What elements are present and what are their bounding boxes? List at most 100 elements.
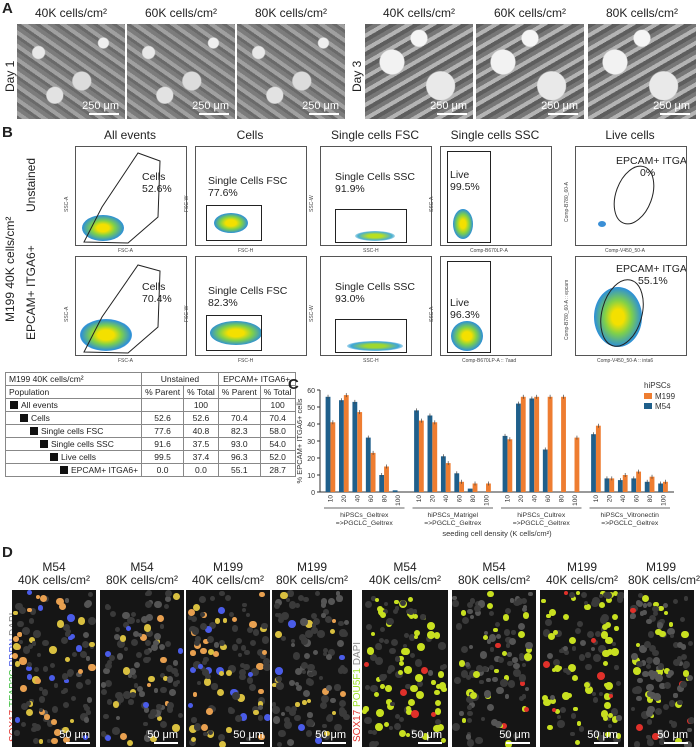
- axis-fsc-w: FSC-W: [184, 195, 190, 212]
- nucleus: [331, 618, 337, 624]
- nucleus: [257, 715, 264, 721]
- nucleus: [452, 600, 459, 607]
- nucleus: [413, 614, 419, 620]
- nucleus: [53, 729, 61, 736]
- nucleus: [15, 602, 23, 610]
- nucleus: [524, 686, 530, 692]
- nucleus: [207, 730, 214, 736]
- nucleus: [397, 670, 404, 676]
- x-tick-label: 10: [416, 495, 423, 503]
- fsc-gate: [206, 315, 262, 351]
- x-tick-label: 80: [470, 495, 477, 503]
- nucleus: [32, 722, 38, 728]
- nucleus: [103, 713, 109, 720]
- axis-ssc-a-live: SSC-A: [429, 196, 435, 212]
- bar-m199: [649, 476, 655, 492]
- nucleus: [173, 672, 179, 678]
- gate-epcam-label: EPCAM+ ITGA6+: [616, 263, 687, 275]
- nucleus: [642, 610, 647, 615]
- nucleus: [105, 680, 113, 688]
- legend-title: hiPSCs: [644, 381, 671, 390]
- y-tick-label: 10: [307, 473, 315, 480]
- nucleus: [289, 709, 296, 716]
- micrograph-d1-60k: 250 μm: [127, 24, 235, 119]
- nucleus: [85, 678, 92, 685]
- nucleus: [617, 597, 624, 604]
- a-d3-density-60: 60K cells/cm²: [493, 6, 567, 20]
- nucleus: [232, 692, 240, 701]
- nucleus: [486, 639, 492, 644]
- nucleus: [388, 665, 396, 673]
- x-tick-label: 80: [647, 495, 654, 503]
- nucleus: [139, 691, 145, 697]
- nucleus: [151, 643, 159, 651]
- scale-bar: 50 μm: [233, 729, 264, 744]
- nucleus: [371, 596, 376, 601]
- nucleus: [166, 706, 174, 713]
- scale-bar: 50 μm: [499, 729, 530, 744]
- nucleus: [26, 665, 32, 672]
- nucleus: [376, 605, 383, 613]
- nucleus: [646, 696, 653, 703]
- nucleus: [614, 626, 619, 631]
- nucleus: [22, 627, 31, 636]
- nucleus: [327, 648, 335, 656]
- x-tick-label: 10: [328, 495, 335, 503]
- nucleus: [364, 716, 373, 725]
- table-row-population: Single cells SSC: [4, 437, 143, 451]
- nucleus: [687, 641, 693, 647]
- nucleus: [680, 616, 686, 622]
- epcam-gate: [600, 279, 644, 347]
- nucleus: [338, 699, 346, 708]
- nucleus: [321, 695, 329, 704]
- nucleus: [654, 674, 663, 683]
- nucleus: [469, 701, 475, 708]
- tile-density-label: 40K cells/cm²: [17, 573, 91, 587]
- tile-line-label: M54: [393, 560, 417, 574]
- nucleus: [175, 679, 180, 684]
- nucleus: [35, 678, 42, 685]
- bar-m54: [542, 449, 548, 492]
- nucleus: [109, 610, 116, 617]
- bar-m54: [440, 456, 446, 492]
- nucleus: [250, 668, 259, 677]
- nucleus: [191, 717, 197, 723]
- nucleus: [64, 598, 70, 603]
- nucleus: [494, 668, 499, 674]
- nucleus: [242, 608, 247, 613]
- nucleus: [635, 600, 642, 606]
- nucleus: [148, 675, 155, 683]
- nucleus: [320, 598, 328, 605]
- nucleus: [158, 643, 166, 651]
- nucleus: [272, 706, 280, 714]
- nucleus: [673, 659, 680, 667]
- bar-m199: [561, 396, 566, 492]
- nucleus: [398, 716, 405, 723]
- nucleus: [339, 654, 346, 661]
- nucleus: [261, 649, 267, 655]
- nucleus: [56, 597, 65, 606]
- nucleus: [77, 617, 86, 625]
- nucleus: [653, 610, 659, 616]
- nucleus: [340, 666, 349, 675]
- plot-stained-single-ssc: Live 96.3%: [440, 256, 552, 356]
- axis-b780-epcam: Comp-B780_60-A :: epcam: [564, 279, 570, 340]
- nucleus: [32, 630, 41, 639]
- nucleus: [489, 634, 497, 642]
- legend-label: M199: [655, 392, 676, 401]
- nucleus: [189, 724, 197, 733]
- plot-stained-single-fsc: Single Cells SSC 93.0%: [320, 256, 432, 356]
- nucleus: [200, 647, 207, 655]
- nucleus: [257, 696, 266, 705]
- nucleus: [27, 643, 34, 650]
- nucleus: [162, 676, 168, 682]
- nucleus: [605, 716, 611, 722]
- nucleus: [567, 693, 573, 699]
- bar-m199: [472, 483, 478, 492]
- gate-epcam-pct: 55.1%: [638, 275, 668, 287]
- plot-stained-all-events: Cells 70.4%: [75, 256, 187, 356]
- nucleus: [321, 688, 330, 696]
- nucleus: [205, 626, 213, 634]
- nucleus: [61, 672, 69, 680]
- y-tick-label: 30: [307, 439, 315, 446]
